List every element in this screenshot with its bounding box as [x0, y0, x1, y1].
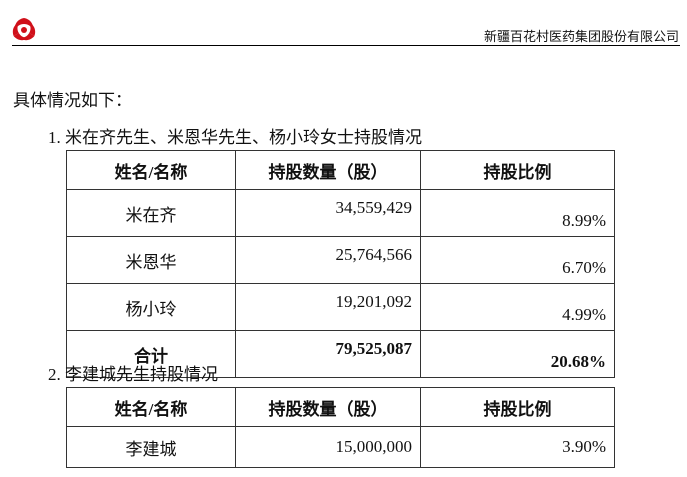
shareholding-table-2: 姓名/名称 持股数量（股） 持股比例 李建城 15,000,000 3.90%	[66, 387, 615, 468]
cell-ratio: 8.99%	[420, 189, 615, 237]
header-divider	[12, 45, 680, 46]
cell-ratio: 6.70%	[420, 236, 615, 284]
cell-name: 米在齐	[66, 189, 236, 237]
company-logo	[12, 18, 36, 41]
table-total-row: 合计 79,525,087 20.68%	[66, 330, 615, 378]
table-header-row: 姓名/名称 持股数量（股） 持股比例	[66, 150, 615, 190]
cell-total-ratio: 20.68%	[420, 330, 615, 378]
col-name: 姓名/名称	[66, 150, 236, 190]
company-name: 新疆百花村医药集团股份有限公司	[483, 29, 679, 44]
table-row: 杨小玲 19,201,092 4.99%	[66, 283, 615, 331]
table-row: 李建城 15,000,000 3.90%	[66, 426, 615, 468]
table-header-row: 姓名/名称 持股数量（股） 持股比例	[66, 387, 615, 427]
col-ratio: 持股比例	[420, 387, 615, 427]
cell-ratio: 4.99%	[420, 283, 615, 331]
section1-title: 1. 米在齐先生、米恩华先生、杨小玲女士持股情况	[48, 128, 422, 147]
col-shares: 持股数量（股）	[235, 150, 421, 190]
col-name: 姓名/名称	[66, 387, 236, 427]
table-row: 米恩华 25,764,566 6.70%	[66, 236, 615, 284]
intro-text: 具体情况如下：	[13, 91, 132, 110]
section2-title: 2. 李建城先生持股情况	[48, 365, 218, 384]
cell-ratio: 3.90%	[420, 426, 615, 468]
shareholding-table-1: 姓名/名称 持股数量（股） 持股比例 米在齐 34,559,429 8.99% …	[66, 150, 615, 378]
col-ratio: 持股比例	[420, 150, 615, 190]
cell-name: 杨小玲	[66, 283, 236, 331]
cell-shares: 15,000,000	[235, 426, 421, 468]
cell-total-label: 合计	[66, 330, 236, 378]
cell-shares: 34,559,429	[235, 189, 421, 237]
table-row: 米在齐 34,559,429 8.99%	[66, 189, 615, 237]
cell-total-shares: 79,525,087	[235, 330, 421, 378]
cell-name: 米恩华	[66, 236, 236, 284]
col-shares: 持股数量（股）	[235, 387, 421, 427]
cell-name: 李建城	[66, 426, 236, 468]
cell-shares: 25,764,566	[235, 236, 421, 284]
cell-shares: 19,201,092	[235, 283, 421, 331]
